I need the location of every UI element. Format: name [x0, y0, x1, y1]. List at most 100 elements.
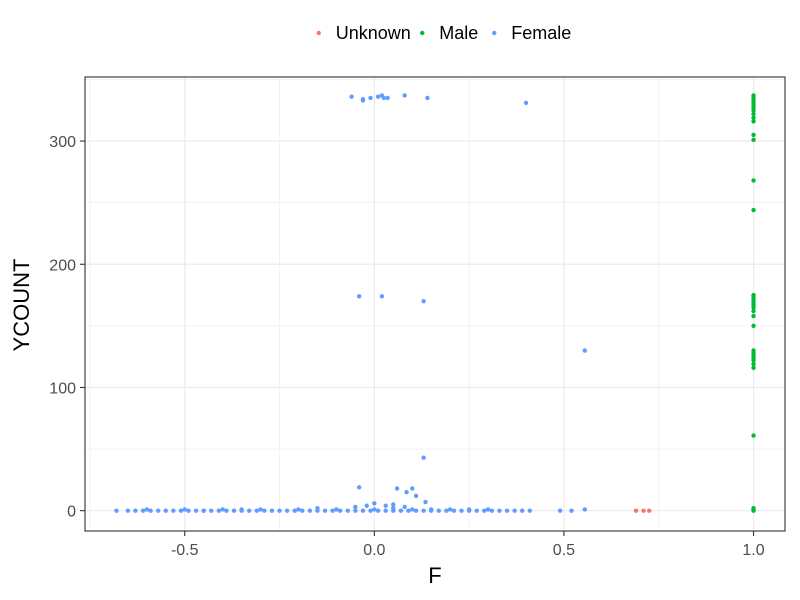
- data-point-male: [751, 305, 756, 310]
- legend-item-unknown: Unknown: [316, 23, 411, 43]
- data-point-female: [133, 508, 138, 513]
- data-point-male: [751, 132, 756, 138]
- data-point-female: [512, 508, 517, 513]
- data-point-female: [383, 503, 388, 508]
- data-point-female: [398, 508, 404, 513]
- data-point-female: [410, 486, 415, 491]
- data-point-male: [751, 178, 756, 183]
- data-point-male: [751, 308, 756, 314]
- data-point-female: [201, 508, 206, 513]
- data-point-female: [345, 508, 350, 513]
- data-point-female: [394, 486, 400, 491]
- data-point-female: [338, 508, 343, 513]
- data-point-female: [474, 508, 479, 513]
- plot-border: [84, 76, 786, 532]
- x-tick-label: 0.0: [363, 542, 385, 559]
- data-point-female: [569, 508, 574, 513]
- data-point-female: [322, 508, 328, 513]
- data-point-female: [360, 98, 366, 103]
- data-point-female: [349, 94, 354, 99]
- data-point-female: [114, 508, 119, 513]
- data-point-female: [163, 508, 168, 513]
- data-point-female: [425, 95, 430, 101]
- data-point-female: [356, 485, 362, 490]
- data-point-female: [482, 508, 487, 513]
- y-tick-label: 100: [49, 380, 76, 397]
- data-point-female: [368, 95, 373, 101]
- data-point-female: [404, 489, 409, 495]
- data-point-female: [216, 508, 222, 513]
- data-point-female: [504, 508, 510, 513]
- data-point-female: [364, 503, 369, 508]
- x-tick-label: 1.0: [742, 542, 764, 559]
- x-axis-title: F: [428, 563, 441, 588]
- data-point-female: [444, 508, 449, 513]
- data-point-female: [385, 95, 390, 101]
- data-point-female: [402, 93, 407, 98]
- data-point-female: [557, 508, 563, 513]
- data-point-female: [144, 507, 150, 512]
- data-point-female: [410, 507, 415, 512]
- data-point-female: [182, 507, 187, 512]
- data-point-male: [751, 508, 756, 513]
- x-tick-label: 0.5: [553, 542, 575, 559]
- data-point-female: [485, 507, 491, 512]
- data-point-female: [527, 508, 532, 513]
- data-point-female: [372, 501, 377, 506]
- data-point-female: [356, 294, 362, 299]
- data-point-male: [751, 365, 756, 370]
- legend-label-female: Female: [511, 23, 571, 43]
- data-point-female: [262, 508, 267, 513]
- data-point-female: [125, 508, 131, 513]
- data-point-female: [520, 508, 525, 513]
- data-point-female: [307, 508, 313, 513]
- major-gridlines: [85, 77, 785, 531]
- plot-panel: [85, 77, 785, 531]
- x-axis: -0.5 0.0 0.5 1.0: [171, 531, 765, 559]
- data-point-female: [140, 508, 146, 513]
- data-point-female: [379, 294, 385, 299]
- data-point-female: [582, 348, 587, 353]
- y-axis: 0 100 200 300: [49, 134, 85, 521]
- data-point-female: [413, 508, 419, 513]
- data-point-male: [751, 313, 756, 319]
- data-point-female: [406, 508, 411, 513]
- data-point-male: [751, 108, 756, 113]
- data-point-female: [246, 508, 252, 513]
- data-point-female: [391, 502, 396, 507]
- data-point-female: [423, 499, 428, 505]
- data-point-female: [155, 508, 161, 513]
- legend-item-female: Female: [492, 23, 571, 43]
- data-point-male: [751, 323, 756, 329]
- data-point-female: [466, 507, 472, 512]
- data-point-male: [751, 119, 756, 124]
- data-point-female: [277, 508, 282, 513]
- data-point-female: [436, 508, 441, 513]
- legend-item-male: Male: [420, 23, 478, 43]
- data-point-female: [296, 507, 301, 512]
- data-point-female: [300, 508, 305, 513]
- data-point-female: [284, 508, 290, 513]
- data-point-female: [523, 100, 529, 106]
- legend: Unknown Male Female: [316, 23, 571, 43]
- legend-label-unknown: Unknown: [336, 23, 411, 43]
- legend-key-female: [492, 30, 497, 36]
- data-point-female: [497, 508, 502, 513]
- data-point-female: [413, 493, 419, 499]
- data-point-female: [375, 94, 381, 99]
- data-point-female: [224, 508, 229, 513]
- data-point-female: [269, 508, 275, 513]
- data-point-unknown: [641, 508, 646, 513]
- data-point-female: [334, 507, 339, 512]
- data-point-unknown: [647, 508, 652, 513]
- data-point-female: [330, 508, 335, 513]
- data-point-female: [489, 508, 495, 513]
- data-point-female: [148, 508, 153, 513]
- data-point-female: [315, 506, 320, 511]
- minor-gridlines: [85, 77, 785, 531]
- y-tick-label: 300: [49, 134, 76, 151]
- data-points: [114, 93, 756, 513]
- data-point-female: [220, 507, 225, 512]
- data-point-female: [421, 455, 426, 460]
